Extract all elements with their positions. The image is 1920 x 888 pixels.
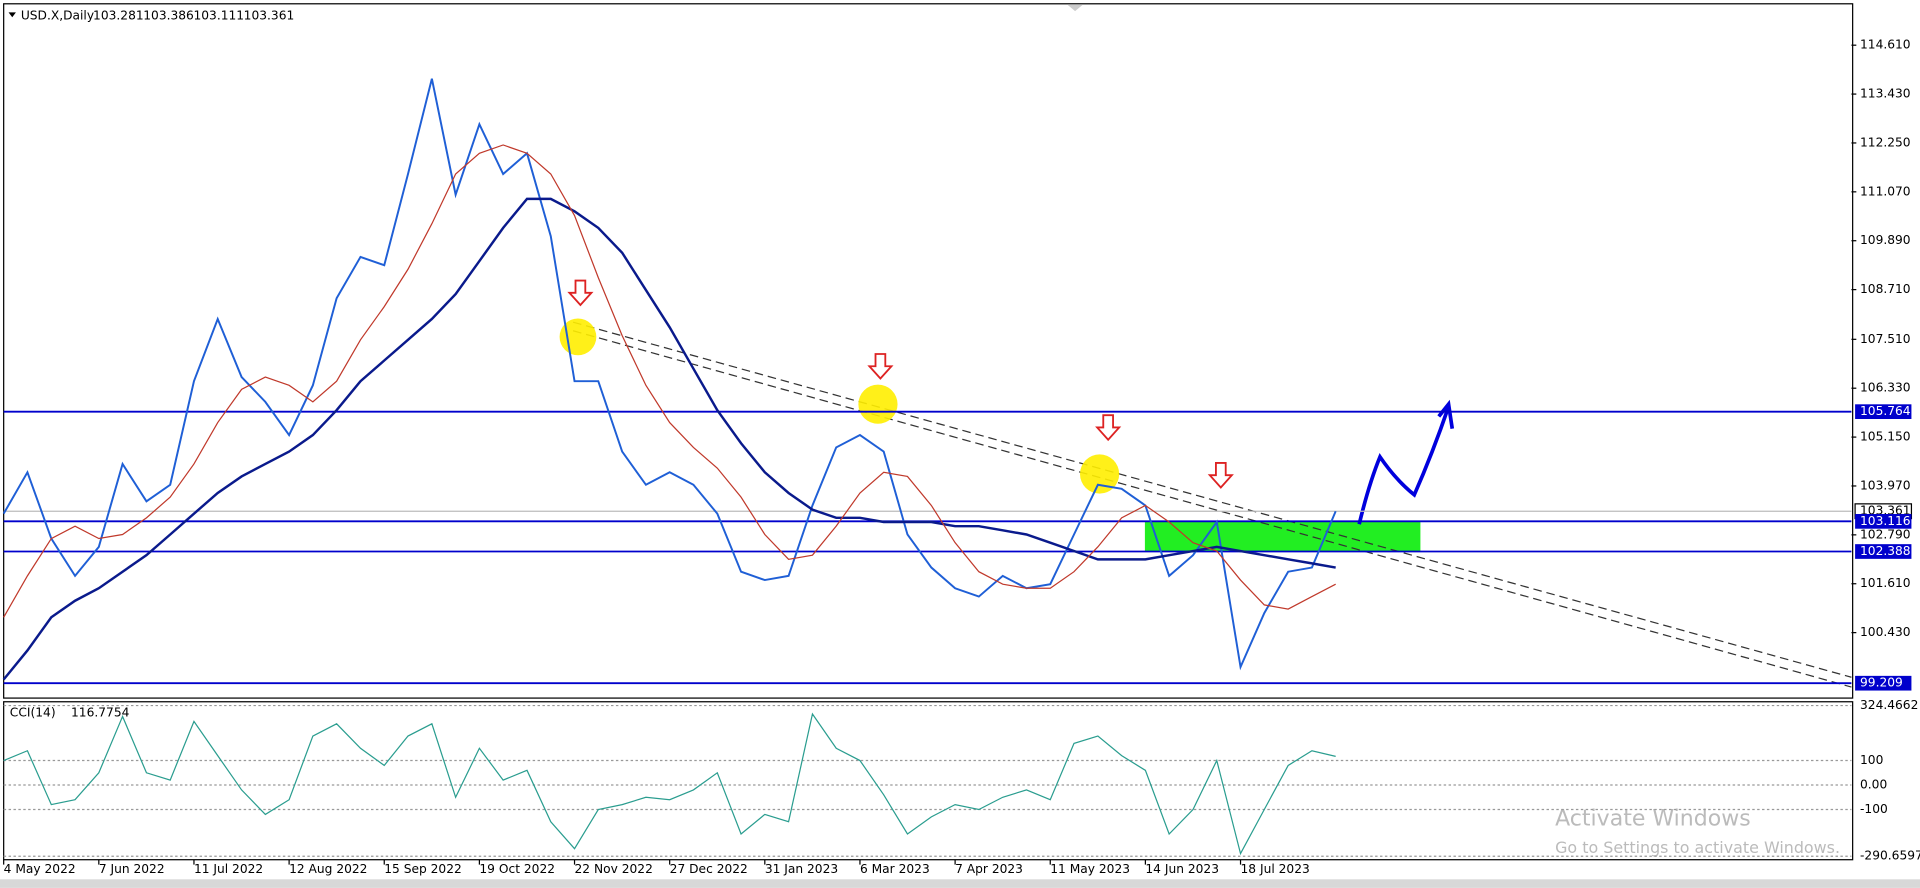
indicator-tick-label: -290.6597 <box>1860 849 1920 863</box>
x-tick-label: 18 Jul 2023 <box>1241 862 1310 876</box>
down-arrow <box>567 279 594 307</box>
x-tick-label: 4 May 2022 <box>4 862 76 876</box>
header: USD.X,Daily <box>8 9 94 23</box>
x-tick-label: 27 Dec 2022 <box>670 862 748 876</box>
menu-arrow <box>8 12 16 18</box>
x-tick-label: 31 Jan 2023 <box>765 862 838 876</box>
x-tick-label: 12 Aug 2022 <box>289 862 367 876</box>
x-tick-label: 7 Apr 2023 <box>955 862 1023 876</box>
x-tick-label: 6 Mar 2023 <box>860 862 930 876</box>
highlight <box>1080 454 1120 494</box>
y-tick-label: 101.610 <box>1860 576 1911 590</box>
y-tick-label: 113.430 <box>1860 87 1911 101</box>
down-arrow <box>1207 462 1234 489</box>
watermark-subtitle: Go to Settings to activate Windows. <box>1555 838 1840 857</box>
ohlc-value: 103.386 <box>143 9 194 23</box>
x-tick-label: 7 Jun 2022 <box>99 862 165 876</box>
indicator-pane <box>3 701 1854 861</box>
slow-ma-line <box>2 197 1336 681</box>
indicator-tick-label: -100 <box>1860 802 1888 816</box>
y-tick-label: 107.510 <box>1860 332 1911 346</box>
x-tick-label: 22 Nov 2022 <box>575 862 653 876</box>
y-tick-label: 108.710 <box>1860 282 1911 296</box>
trendline <box>572 330 1852 688</box>
y-tick-label: 112.250 <box>1860 135 1911 149</box>
down-arrow <box>1095 414 1122 442</box>
y-tick-label: 103.970 <box>1860 478 1911 492</box>
projection <box>1357 406 1451 525</box>
level-label: 99.209 <box>1860 676 1903 690</box>
indicator-tick-label: 324.4662 <box>1860 698 1918 712</box>
watermark-title: Activate Windows <box>1555 806 1751 831</box>
trendline <box>572 321 1852 678</box>
y-tick-label: 109.890 <box>1860 233 1911 247</box>
x-tick-label: 15 Sep 2022 <box>384 862 462 876</box>
x-tick-label: 11 May 2023 <box>1050 862 1130 876</box>
zone <box>1144 520 1421 552</box>
ohlc-value: 103.111 <box>193 9 244 23</box>
tab-bar <box>0 879 1920 888</box>
indicator-name: CCI(14) <box>10 705 56 719</box>
level-box <box>1855 404 1912 419</box>
y-tick-label: 102.790 <box>1860 527 1911 541</box>
level-label: 102.388 <box>1860 544 1911 558</box>
level-box <box>1855 514 1912 529</box>
price-line <box>2 78 1337 671</box>
x-tick-label: 19 Oct 2022 <box>479 862 555 876</box>
scroll-marker <box>1067 5 1083 12</box>
indicator-tick-label: 0.00 <box>1860 778 1887 792</box>
y-tick-label: 100.430 <box>1860 625 1911 639</box>
down-arrow <box>867 353 894 380</box>
y-tick-label: 114.610 <box>1860 38 1911 52</box>
level-box <box>1855 544 1912 559</box>
ohlc-value: 103.361 <box>244 9 295 23</box>
x-tick-label: 14 Jun 2023 <box>1145 862 1219 876</box>
indicator-line <box>3 712 1336 856</box>
main-pane <box>3 3 1854 699</box>
y-tick-label: 105.150 <box>1860 430 1911 444</box>
symbol: USD.X,Daily <box>21 9 94 23</box>
fast-ma-line <box>3 144 1336 618</box>
level-box <box>1855 675 1912 691</box>
ohlc-value: 103.281 <box>93 9 144 23</box>
highlight <box>858 384 898 424</box>
indicator-tick-label: 100 <box>1860 753 1883 767</box>
x-tick-label: 11 Jul 2022 <box>194 862 263 876</box>
indicator-value: 116.7754 <box>71 705 130 719</box>
y-tick-label: 106.330 <box>1860 381 1911 395</box>
level-label: 103.116 <box>1860 514 1911 528</box>
level-label: 105.764 <box>1860 404 1911 418</box>
y-tick-label: 111.070 <box>1860 184 1911 198</box>
